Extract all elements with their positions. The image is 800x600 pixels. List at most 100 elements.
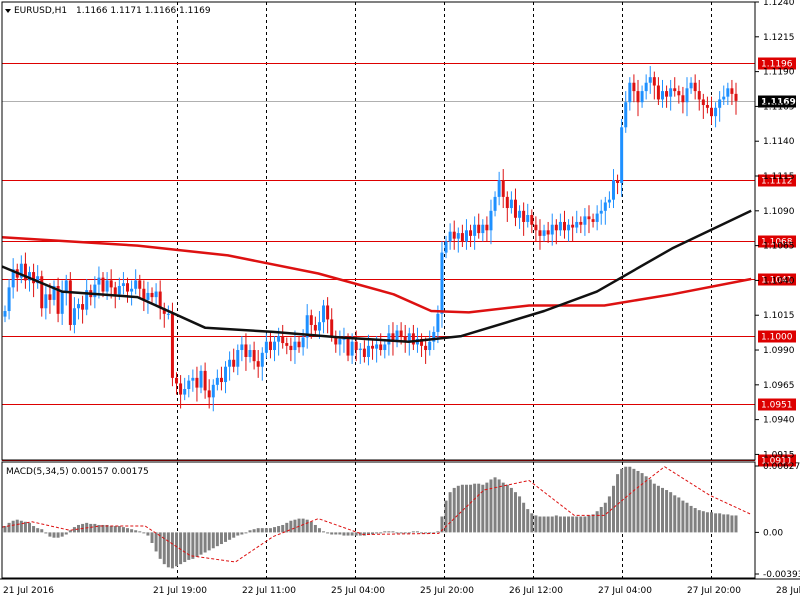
candle-body — [330, 319, 334, 337]
candle-body — [477, 224, 481, 234]
dropdown-triangle-icon[interactable] — [5, 9, 11, 13]
candle-body — [399, 330, 403, 337]
candle-body — [522, 210, 526, 222]
candle-body — [624, 102, 628, 128]
macd-bar — [505, 484, 509, 533]
macd-bar — [281, 524, 285, 533]
candle-body — [538, 230, 542, 236]
macd-bar — [317, 528, 321, 533]
macd-bar — [591, 514, 595, 533]
candle-body — [362, 348, 366, 357]
macd-bar — [571, 516, 575, 533]
macd-bar — [232, 532, 236, 538]
macd-bar — [648, 479, 652, 533]
macd-bar — [489, 479, 493, 533]
candle-body — [199, 370, 203, 388]
candle-body — [338, 338, 342, 345]
candle-body — [97, 277, 101, 285]
candle-body — [628, 82, 632, 103]
candle-body — [583, 216, 587, 225]
macd-bar — [72, 527, 76, 533]
macd-bar — [138, 531, 142, 533]
macd-bar — [354, 532, 358, 536]
moving-averages — [1, 209, 752, 343]
x-tick-label: 25 Jul 04:00 — [331, 586, 385, 596]
macd-bar — [52, 532, 56, 538]
candle-body — [268, 341, 272, 351]
candle-body — [395, 330, 399, 342]
candle-body — [158, 291, 162, 309]
macd-bar — [624, 466, 628, 533]
candle-body — [195, 377, 199, 388]
candle-body — [219, 377, 223, 383]
candle-body — [677, 91, 681, 96]
candle-body — [550, 224, 554, 235]
candle-body — [726, 88, 730, 97]
macd-bar — [534, 515, 538, 533]
macd-bar — [64, 532, 68, 535]
candle-body — [322, 305, 326, 323]
macd-bar — [579, 516, 583, 533]
macd-bar — [718, 513, 722, 533]
candle-body — [526, 214, 530, 222]
candle-body — [518, 210, 522, 218]
macd-bar — [313, 524, 317, 533]
macd-bar — [285, 522, 289, 533]
macd-bar — [542, 516, 546, 533]
macd-bar — [538, 516, 542, 533]
candle-body — [215, 377, 219, 385]
y-tick-label: 1.0940 — [763, 416, 795, 426]
macd-bar — [383, 531, 387, 533]
macd-bar — [211, 532, 215, 549]
y-tick-label: 1.1015 — [763, 311, 795, 321]
macd-bar — [346, 532, 350, 536]
level-tag-label: 1.1000 — [761, 333, 793, 343]
candle-body — [644, 82, 648, 92]
candle-body — [391, 333, 395, 342]
macd-bar — [444, 500, 448, 533]
macd-bar — [109, 526, 113, 533]
candle-body — [611, 180, 615, 200]
candle-body — [375, 344, 379, 349]
candle-body — [722, 96, 726, 100]
macd-bar — [440, 516, 444, 533]
macd-bar — [391, 531, 395, 533]
candle-body — [420, 338, 424, 346]
macd-bar — [522, 502, 526, 533]
candle-body — [665, 91, 669, 97]
candle-body — [121, 283, 125, 286]
macd-bar — [105, 524, 109, 533]
macd-bar — [203, 532, 207, 553]
x-tick-label: 27 Jul 04:00 — [598, 586, 652, 596]
macd-bar — [730, 515, 734, 533]
macd-bar — [146, 532, 150, 536]
macd-bar — [530, 513, 534, 533]
candle-body — [607, 199, 611, 203]
candle-body — [211, 384, 215, 398]
macd-bar — [334, 532, 338, 535]
x-tick-label: 28 Jul 12:00 — [776, 586, 800, 596]
macd-bar — [656, 485, 660, 533]
candle-body — [632, 82, 636, 92]
macd-bar — [371, 532, 375, 535]
candle-body — [714, 107, 718, 117]
macd-bar — [248, 530, 252, 533]
candle-body — [469, 230, 473, 236]
macd-bar — [240, 532, 244, 535]
macd-bar — [526, 509, 530, 533]
level-tag — [758, 330, 796, 343]
candle-body — [289, 345, 293, 351]
macd-bar — [689, 505, 693, 533]
candle-body — [277, 336, 281, 342]
macd-bar — [15, 519, 19, 533]
candle-body — [693, 82, 697, 92]
candle-body — [32, 272, 36, 284]
candle-body — [387, 333, 391, 345]
macd-bar — [224, 532, 228, 542]
candle-body — [346, 338, 350, 356]
candle-body — [689, 82, 693, 89]
candle-body — [56, 285, 60, 314]
macd-bar — [113, 526, 117, 533]
